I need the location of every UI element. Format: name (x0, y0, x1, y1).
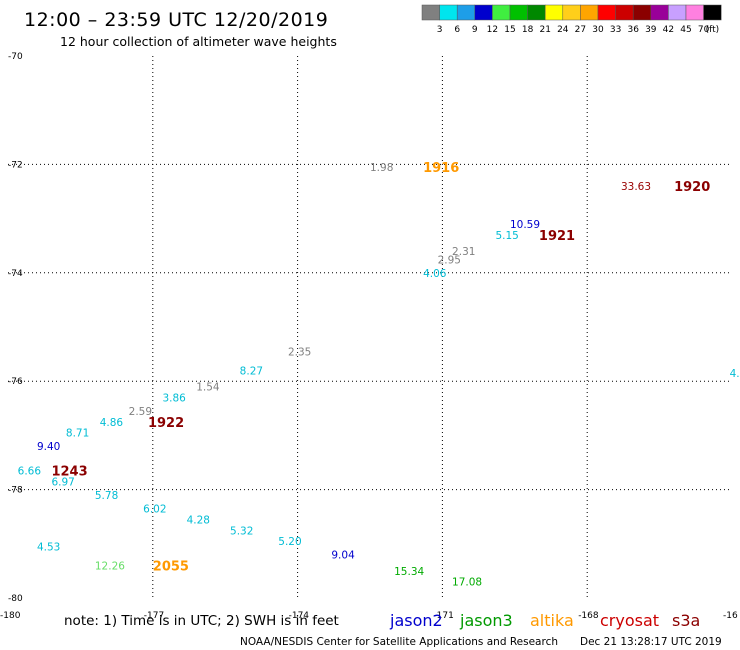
legend-s3a: s3a (672, 611, 700, 630)
y-tick-label: -74 (8, 269, 23, 279)
chart-title: 12:00 – 23:59 UTC 12/20/2019 (24, 9, 328, 31)
wave-height-label: 15.34 (394, 566, 424, 578)
colorbar-tick: 70 (698, 25, 710, 35)
colorbar-swatch (544, 4, 564, 21)
wave-height-label: 5.78 (95, 490, 118, 502)
x-tick-label: -16 (723, 611, 738, 621)
colorbar-swatch (421, 4, 440, 21)
wave-height-label: 5.20 (278, 536, 301, 548)
satellite-legend: jason2 jason3 altika cryosat s3a (389, 611, 700, 630)
y-tick-label: -72 (8, 160, 23, 170)
wave-height-label: 2.59 (129, 406, 152, 418)
wave-height-label: 4.86 (100, 417, 124, 429)
colorbar-swatch (439, 4, 458, 21)
colorbar-tick: 18 (522, 25, 534, 35)
x-tick-label: -168 (578, 611, 599, 621)
pass-time-labels: 1916 1920 1921 1922 1243 2055 (51, 161, 710, 574)
pass-time-label: 1243 (51, 465, 87, 480)
pass-time-label: 1920 (674, 180, 710, 195)
colorbar-tick: 42 (663, 25, 674, 35)
wave-height-label: 6.66 (18, 466, 42, 478)
pass-time-label: 1916 (423, 161, 459, 176)
wave-height-label: 6.97 (51, 476, 74, 488)
grid (8, 56, 732, 598)
wave-height-label: 9.04 (331, 550, 355, 562)
colorbar-tick: 6 (454, 25, 460, 35)
x-tick-label: -177 (144, 611, 164, 621)
colorbar-swatch (580, 4, 599, 21)
wave-height-label: 5.15 (495, 230, 518, 242)
x-axis-ticks: -180 -177 -174 -171 -168 -16 (0, 611, 738, 621)
wave-height-label: 33.63 (621, 181, 651, 193)
wave-height-label: 3.86 (162, 392, 186, 404)
wave-height-label: 4.53 (37, 542, 60, 554)
colorbar-swatch (668, 4, 687, 21)
colorbar-swatch (632, 4, 652, 21)
wave-height-label: 10.59 (510, 219, 540, 231)
colorbar: 3 6 9 12 15 18 21 24 27 30 33 36 39 42 45 70 (421, 4, 722, 35)
y-tick-label: -70 (8, 52, 23, 62)
footnote: note: 1) Time is in UTC; 2) SWH is in fe… (64, 613, 339, 629)
colorbar-tick: 15 (504, 25, 515, 35)
y-tick-label: -80 (8, 594, 23, 604)
y-tick-label: -76 (8, 377, 23, 387)
colorbar-swatch (597, 4, 616, 21)
colorbar-tick: 21 (539, 25, 550, 35)
chart-subtitle: 12 hour collection of altimeter wave hei… (60, 34, 337, 49)
colorbar-tick: 33 (610, 25, 621, 35)
wave-height-label: 8.27 (240, 365, 263, 377)
wave-height-label: 8.71 (66, 428, 89, 440)
colorbar-tick: 9 (472, 25, 478, 35)
wave-height-label: 1.98 (370, 162, 393, 174)
wave-height-label: 9.40 (37, 441, 60, 453)
wave-height-label: 12.26 (95, 560, 125, 572)
colorbar-swatch (456, 4, 476, 21)
x-tick-label: -180 (0, 611, 21, 621)
x-tick-label: -171 (433, 611, 453, 621)
wave-height-label: 5.32 (230, 525, 253, 537)
y-tick-label: -78 (8, 486, 23, 496)
legend-altika: altika (530, 611, 574, 630)
pass-time-label: 1921 (539, 229, 575, 244)
colorbar-swatch (527, 4, 546, 21)
colorbar-swatch (685, 4, 704, 21)
pass-time-label: 1922 (148, 416, 184, 431)
colorbar-tick: 3 (437, 25, 443, 35)
colorbar-swatch (703, 4, 722, 21)
x-tick-label: -174 (289, 611, 310, 621)
colorbar-swatch (562, 4, 581, 21)
pass-time-label: 2055 (153, 559, 189, 574)
wave-height-label: 1.54 (196, 382, 220, 394)
wave-height-label: 4.06 (423, 268, 447, 280)
colorbar-swatch (474, 4, 493, 21)
footer-credit: NOAA/NESDIS Center for Satellite Applica… (240, 636, 558, 648)
colorbar-swatch (615, 4, 634, 21)
colorbar-tick: 30 (592, 25, 604, 35)
colorbar-tick: 27 (575, 25, 586, 35)
wave-height-label: 4. (730, 368, 740, 380)
colorbar-swatch (492, 4, 511, 21)
wave-height-label: 6.02 (143, 504, 166, 516)
wave-height-label: 2.31 (452, 246, 475, 258)
colorbar-tick: 24 (557, 25, 569, 35)
wave-height-label: 17.08 (452, 577, 482, 589)
wave-height-label: 4.28 (187, 514, 210, 526)
y-axis-ticks: -70 -72 -74 -76 -78 -80 (8, 52, 23, 604)
colorbar-swatch (509, 4, 528, 21)
colorbar-tick: 12 (487, 25, 498, 35)
colorbar-tick: 39 (645, 25, 657, 35)
footer-timestamp: Dec 21 13:28:17 UTC 2019 (580, 636, 722, 648)
colorbar-swatch (650, 4, 669, 21)
colorbar-tick: 36 (627, 25, 639, 35)
legend-jason3: jason3 (459, 611, 513, 630)
wave-height-label: 2.95 (438, 254, 461, 266)
colorbar-unit: (ft) (706, 25, 720, 35)
legend-jason2: jason2 (389, 611, 443, 630)
colorbar-tick: 45 (680, 25, 691, 35)
legend-cryosat: cryosat (600, 611, 659, 630)
wave-height-label: 2.35 (288, 346, 311, 358)
